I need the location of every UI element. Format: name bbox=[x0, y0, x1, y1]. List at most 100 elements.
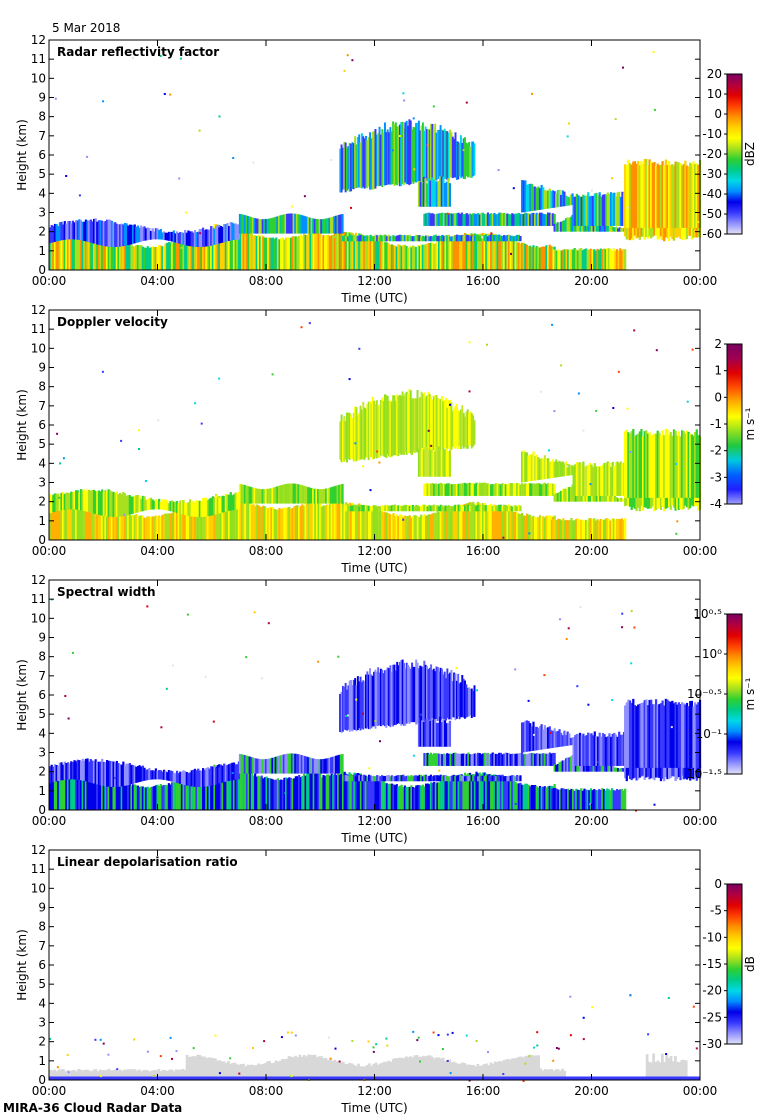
panel-3-colorbar bbox=[726, 613, 743, 775]
panel-2-ytick-label: 10 bbox=[31, 341, 46, 355]
panel-3-xtick-label: 08:00 bbox=[249, 814, 284, 828]
panel-2-ylabel: Height (km) bbox=[15, 389, 29, 460]
panel-3-colorbar-tick-label: 10⁰ bbox=[702, 647, 722, 661]
panel-4-ytick-label: 8 bbox=[38, 920, 46, 934]
panel-1-ytick-label: 6 bbox=[38, 148, 46, 162]
panel-4-ytick-label: 0 bbox=[38, 1073, 46, 1087]
panel-3-ylabel: Height (km) bbox=[15, 659, 29, 730]
panel-4-colorbar-tick-label: -30 bbox=[702, 1037, 722, 1051]
panel-1-colorbar-tick-label: 20 bbox=[707, 67, 722, 81]
panel-1-title: Radar reflectivity factor bbox=[57, 45, 219, 59]
panel-2-ytick-label: 1 bbox=[38, 514, 46, 528]
panel-3-colorbar-tick-label: 10⁻⁰·⁵ bbox=[687, 687, 722, 701]
panel-1-colorbar-label: dBZ bbox=[743, 142, 757, 166]
panel-1-colorbar-tick-label: -30 bbox=[702, 167, 722, 181]
panel-2-xtick-label: 12:00 bbox=[357, 544, 392, 558]
panel-1-ytick-label: 10 bbox=[31, 71, 46, 85]
panel-3-ytick-label: 4 bbox=[38, 726, 46, 740]
panel-2-xtick-label: 04:00 bbox=[140, 544, 175, 558]
panel-4-title: Linear depolarisation ratio bbox=[57, 855, 238, 869]
panel-4-xtick-label: 16:00 bbox=[466, 1084, 501, 1098]
panel-2-colorbar bbox=[726, 343, 743, 505]
panel-3-ytick-label: 3 bbox=[38, 746, 46, 760]
panel-1-colorbar-tick-label: 10 bbox=[707, 87, 722, 101]
panel-1-ytick-label: 5 bbox=[38, 167, 46, 181]
panel-1-ylabel: Height (km) bbox=[15, 119, 29, 190]
panel-2-colorbar-tick-label: -3 bbox=[710, 470, 722, 484]
panel-2-ytick-label: 11 bbox=[31, 322, 46, 336]
panel-3-xtick-label: 00:00 bbox=[683, 814, 718, 828]
panel-2-ytick-label: 8 bbox=[38, 380, 46, 394]
panel-1-xtick-label: 04:00 bbox=[140, 274, 175, 288]
panel-2-ytick-label: 6 bbox=[38, 418, 46, 432]
panel-2-cloud-field bbox=[49, 322, 702, 540]
panel-3-xtick-label: 16:00 bbox=[466, 814, 501, 828]
panel-1-colorbar-tick-label: -10 bbox=[702, 127, 722, 141]
panel-3-ytick-label: 11 bbox=[31, 592, 46, 606]
panel-2-ytick-label: 12 bbox=[31, 303, 46, 317]
panel-4-ylabel: Height (km) bbox=[15, 929, 29, 1000]
panel-2-xlabel: Time (UTC) bbox=[340, 561, 407, 575]
panel-3-colorbar-tick-label: 10⁻¹ bbox=[696, 727, 723, 741]
panel-3-xtick-label: 00:00 bbox=[32, 814, 67, 828]
panel-2-xtick-label: 08:00 bbox=[249, 544, 284, 558]
panel-4-plot-area bbox=[49, 850, 700, 1080]
panel-2-xtick-label: 00:00 bbox=[32, 544, 67, 558]
panel-1-ytick-label: 11 bbox=[31, 52, 46, 66]
panel-3-cloud-field bbox=[49, 598, 702, 812]
panel-3-xtick-label: 12:00 bbox=[357, 814, 392, 828]
panel-4-ytick-label: 4 bbox=[38, 996, 46, 1010]
panel-4-ytick-label: 2 bbox=[38, 1035, 46, 1049]
panel-4-ytick-label: 1 bbox=[38, 1054, 46, 1068]
panel-1-colorbar-tick-label: -50 bbox=[702, 207, 722, 221]
panel-1-xtick-label: 12:00 bbox=[357, 274, 392, 288]
panel-4-xtick-label: 04:00 bbox=[140, 1084, 175, 1098]
panel-3-ytick-label: 1 bbox=[38, 784, 46, 798]
panel-2-colorbar-tick-label: 0 bbox=[714, 390, 722, 404]
panel-4-xlabel: Time (UTC) bbox=[340, 1101, 407, 1115]
panel-2-colorbar-tick-label: -1 bbox=[710, 417, 722, 431]
panel-3-xlabel: Time (UTC) bbox=[340, 831, 407, 845]
panel-4-ytick-label: 11 bbox=[31, 862, 46, 876]
panel-2-ytick-label: 9 bbox=[38, 361, 46, 375]
panel-1-xtick-label: 00:00 bbox=[32, 274, 67, 288]
panel-3-ytick-label: 2 bbox=[38, 765, 46, 779]
panel-1-xtick-label: 08:00 bbox=[249, 274, 284, 288]
panel-3-ytick-label: 0 bbox=[38, 803, 46, 817]
panel-1-colorbar-tick-label: -60 bbox=[702, 227, 722, 241]
panel-3-xtick-label: 20:00 bbox=[574, 814, 609, 828]
panel-2-ytick-label: 4 bbox=[38, 456, 46, 470]
panel-4-ytick-label: 7 bbox=[38, 939, 46, 953]
panel-2-colorbar-tick-label: -4 bbox=[710, 497, 722, 511]
panel-3-ytick-label: 5 bbox=[38, 707, 46, 721]
panel-2-title: Doppler velocity bbox=[57, 315, 168, 329]
date-label: 5 Mar 2018 bbox=[52, 21, 121, 35]
panel-1-ytick-label: 1 bbox=[38, 244, 46, 258]
panel-2-xtick-label: 20:00 bbox=[574, 544, 609, 558]
panel-4-colorbar-tick-label: -25 bbox=[702, 1010, 722, 1024]
panel-4-colorbar-tick-label: -10 bbox=[702, 930, 722, 944]
panel-1-ytick-label: 12 bbox=[31, 33, 46, 47]
panel-4-ytick-label: 5 bbox=[38, 977, 46, 991]
panel-4-colorbar-label: dB bbox=[743, 956, 757, 972]
panel-2-ytick-label: 2 bbox=[38, 495, 46, 509]
panel-3-ytick-label: 12 bbox=[31, 573, 46, 587]
panel-1-ytick-label: 7 bbox=[38, 129, 46, 143]
panel-1-ytick-label: 8 bbox=[38, 110, 46, 124]
panel-4-xtick-label: 12:00 bbox=[357, 1084, 392, 1098]
footer-label: MIRA-36 Cloud Radar Data bbox=[3, 1101, 183, 1115]
panel-1-ytick-label: 3 bbox=[38, 206, 46, 220]
panel-1-xlabel: Time (UTC) bbox=[340, 291, 407, 305]
panel-1-ytick-label: 9 bbox=[38, 91, 46, 105]
panel-3-ytick-label: 6 bbox=[38, 688, 46, 702]
panel-4-ytick-label: 10 bbox=[31, 881, 46, 895]
panel-3-ytick-label: 10 bbox=[31, 611, 46, 625]
panel-4-colorbar bbox=[726, 883, 743, 1045]
panel-3-colorbar-tick-label: 10⁻¹·⁵ bbox=[687, 767, 722, 781]
panel-1-colorbar bbox=[726, 73, 743, 235]
panel-1-colorbar-tick-label: -40 bbox=[702, 187, 722, 201]
panel-1-xtick-label: 00:00 bbox=[683, 274, 718, 288]
panel-2-ytick-label: 0 bbox=[38, 533, 46, 547]
panel-2-colorbar-tick-label: 1 bbox=[714, 364, 722, 378]
